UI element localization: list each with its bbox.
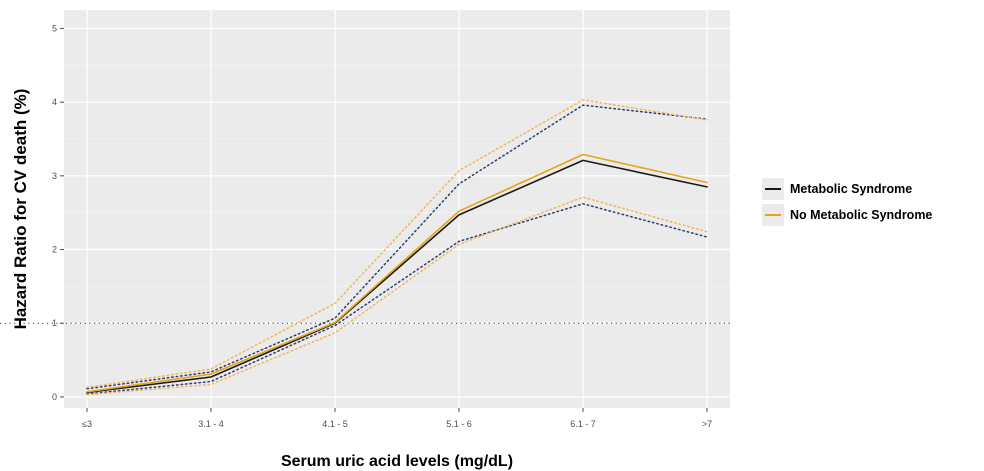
x-tick-label: 4.1 - 5 (322, 419, 348, 429)
confidence-bound-line-2 (86, 104, 708, 390)
legend: Metabolic Syndrome No Metabolic Syndrome (762, 176, 977, 228)
legend-key (762, 178, 784, 200)
plot-panel (64, 10, 730, 408)
legend-label: Metabolic Syndrome (790, 182, 913, 196)
y-tick-label: 4 (52, 97, 57, 107)
y-axis-label: Hazard Ratio for CV death (%) (11, 89, 30, 330)
legend-item-metabolic-syndrome: Metabolic Syndrome (762, 176, 977, 202)
series-group (86, 99, 708, 396)
x-tick-label: 5.1 - 6 (446, 419, 472, 429)
legend-item-no-metabolic-syndrome: No Metabolic Syndrome (762, 202, 977, 228)
confidence-bound-line-4 (86, 99, 708, 389)
series-line-0 (86, 159, 708, 394)
grid-lines (64, 10, 730, 408)
legend-swatch (765, 214, 781, 216)
x-tick-label: >7 (702, 419, 712, 429)
y-tick-label: 0 (52, 392, 57, 402)
legend-key (762, 204, 784, 226)
confidence-bound-line-3 (86, 203, 708, 395)
confidence-bound-line-5 (86, 196, 708, 396)
x-tick-label: 6.1 - 7 (570, 419, 596, 429)
y-tick-label: 3 (52, 171, 57, 181)
x-tick-label: 3.1 - 4 (198, 419, 224, 429)
y-axis-ticks: 0 1 2 3 4 5 (52, 23, 64, 402)
y-tick-label: 5 (52, 23, 57, 33)
legend-swatch (765, 188, 781, 190)
x-axis-ticks: ≤3 3.1 - 4 4.1 - 5 5.1 - 6 6.1 - 7 >7 (82, 408, 712, 429)
y-tick-label: 1 (52, 318, 57, 328)
x-tick-label: ≤3 (82, 419, 92, 429)
series-line-1 (86, 153, 708, 393)
y-tick-label: 2 (52, 245, 57, 255)
x-axis-label: Serum uric acid levels (mg/dL) (281, 453, 513, 470)
legend-label: No Metabolic Syndrome (790, 208, 933, 222)
